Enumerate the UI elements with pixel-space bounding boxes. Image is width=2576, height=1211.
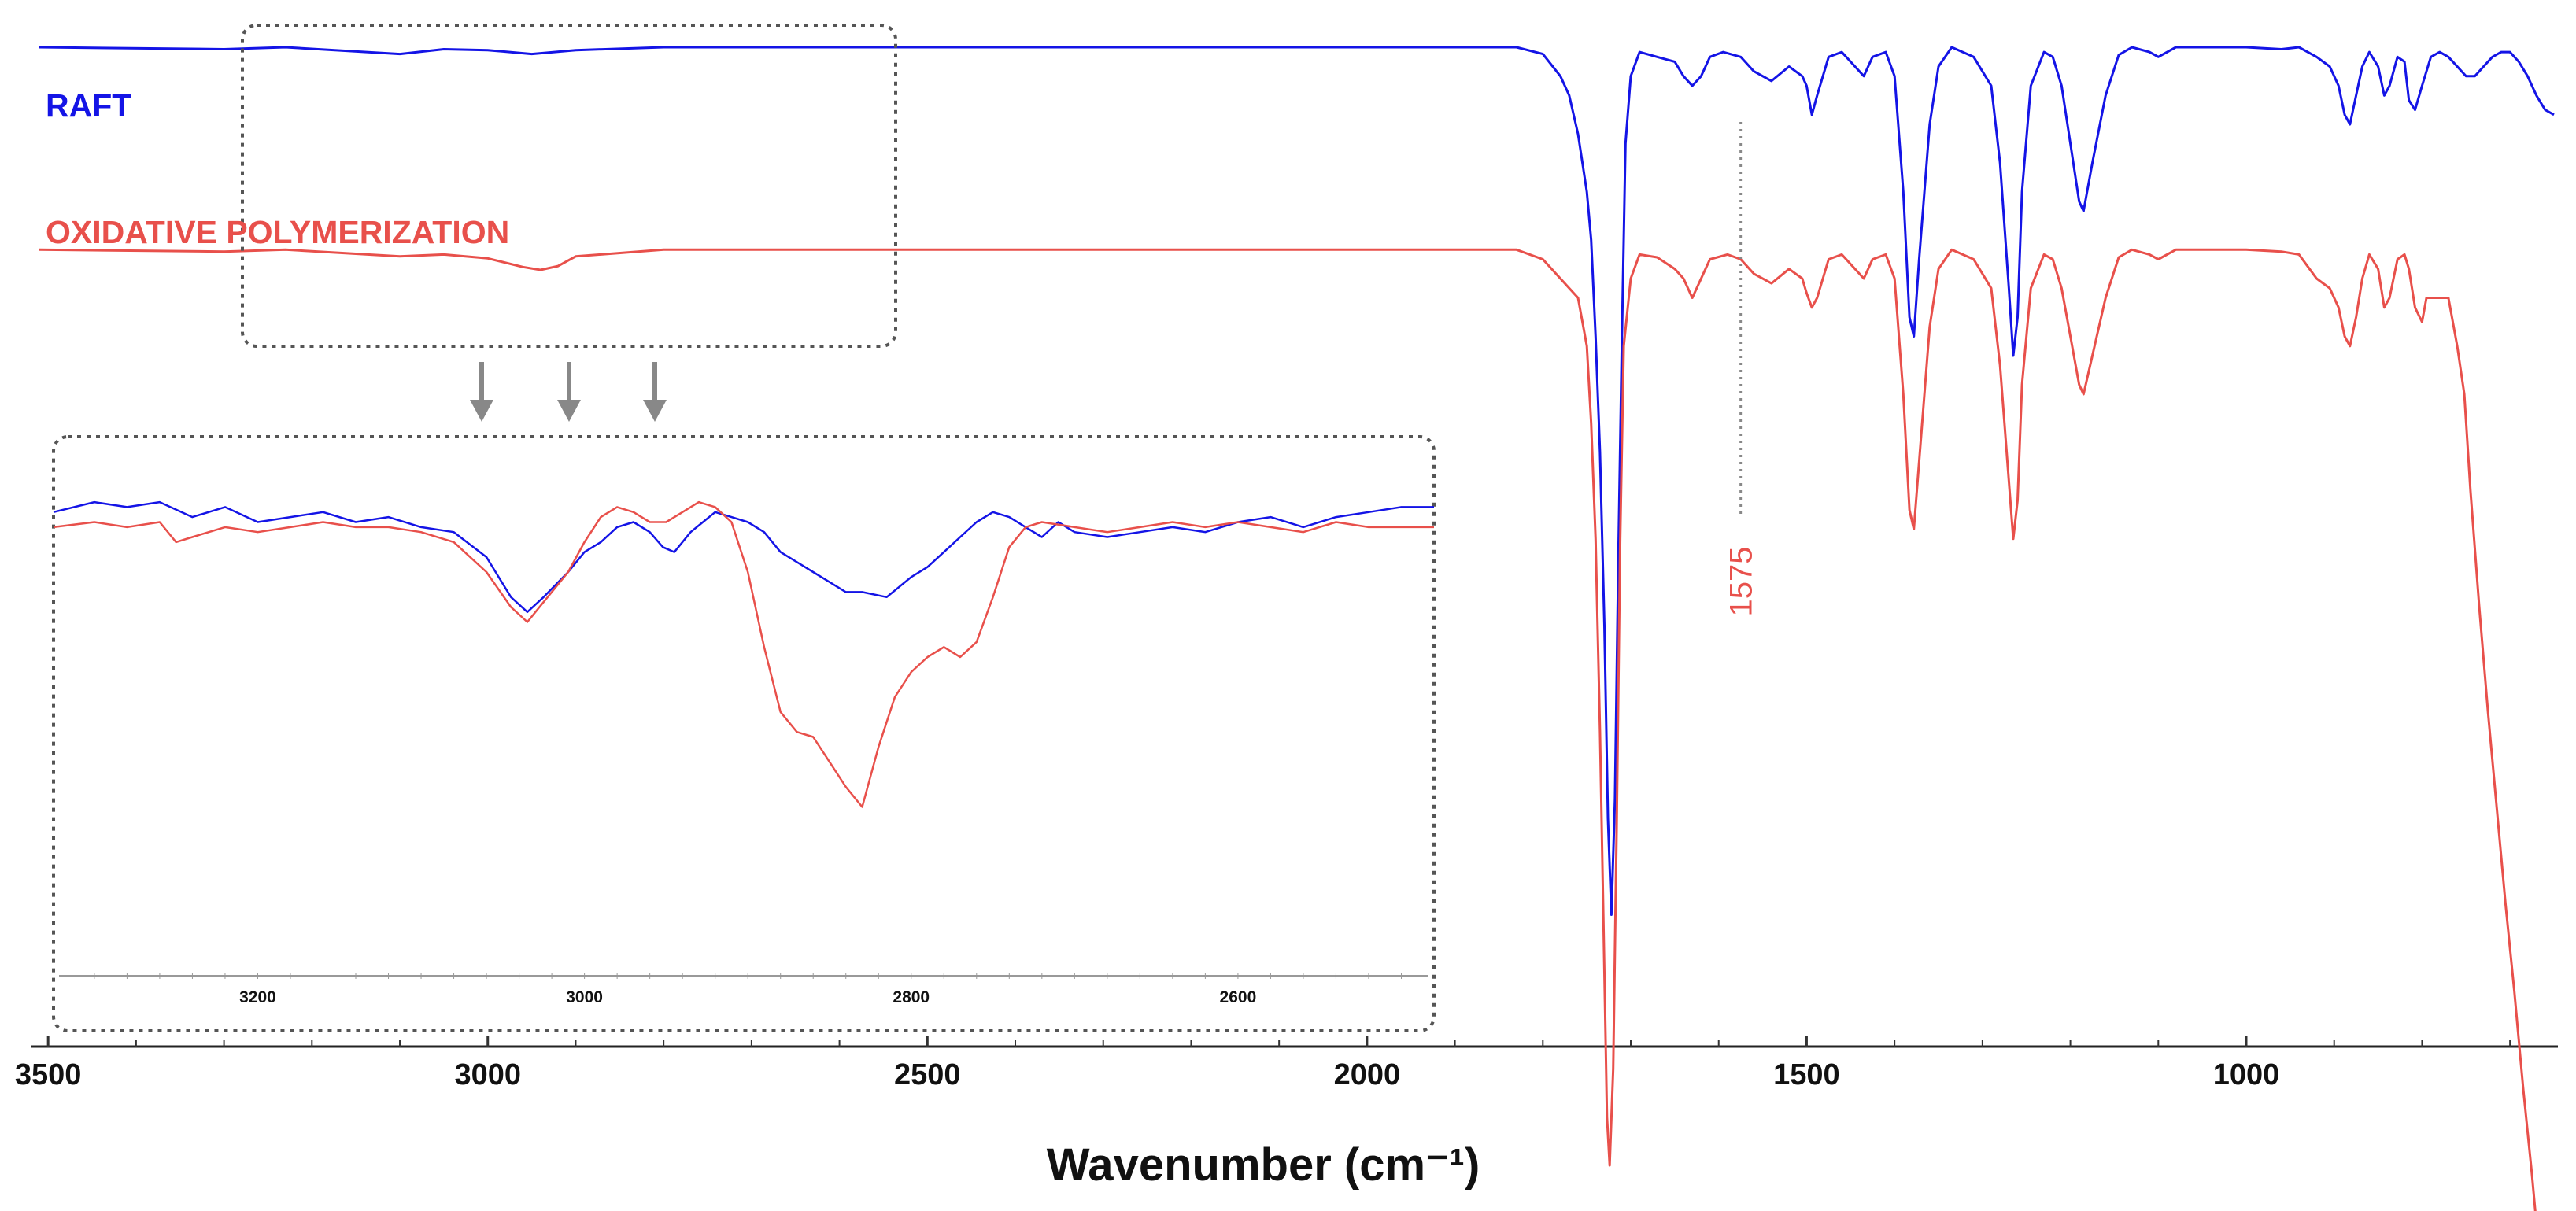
inset-frame xyxy=(52,435,1436,1032)
annotation-1575-label: 1575 xyxy=(1724,547,1759,617)
inset-tick-label: 2800 xyxy=(893,988,930,1006)
main-tick-label: 2000 xyxy=(1334,1058,1401,1091)
down-arrow-icon xyxy=(557,400,581,422)
main-tick-label: 2500 xyxy=(894,1058,961,1091)
inset-trace-oxidative-polymerization xyxy=(53,500,1434,808)
series-label-oxidative-polymerization: OXIDATIVE POLYMERIZATION xyxy=(46,214,509,250)
zoom-source-box xyxy=(241,24,897,348)
main-tick-label: 3500 xyxy=(15,1058,82,1091)
inset-tick-label: 3000 xyxy=(566,988,603,1006)
main-tick-label: 1000 xyxy=(2213,1058,2280,1091)
inset-tick-label: 3200 xyxy=(239,988,276,1006)
down-arrow-icon xyxy=(470,400,493,422)
main-plot-area xyxy=(39,46,2555,1211)
inset-tick-label: 2600 xyxy=(1220,988,1257,1006)
main-x-axis: 3500 3000 2500 2000 1500 1000 xyxy=(15,1036,2558,1091)
series-label-raft: RAFT xyxy=(46,87,131,124)
main-tick-label: 3000 xyxy=(454,1058,521,1091)
main-trace-raft xyxy=(39,46,2555,916)
inset-trace-raft xyxy=(53,500,1434,614)
x-axis-title: Wavenumber (cm⁻¹) xyxy=(1047,1139,1480,1191)
main-tick-label: 1500 xyxy=(1773,1058,1840,1091)
main-trace-oxidative-polymerization xyxy=(39,248,2537,1211)
overlays: 1575 xyxy=(241,24,1759,617)
inset-zoom-panel: 3200 3000 2800 2600 xyxy=(52,435,1436,1032)
down-arrow-icon xyxy=(643,400,667,422)
